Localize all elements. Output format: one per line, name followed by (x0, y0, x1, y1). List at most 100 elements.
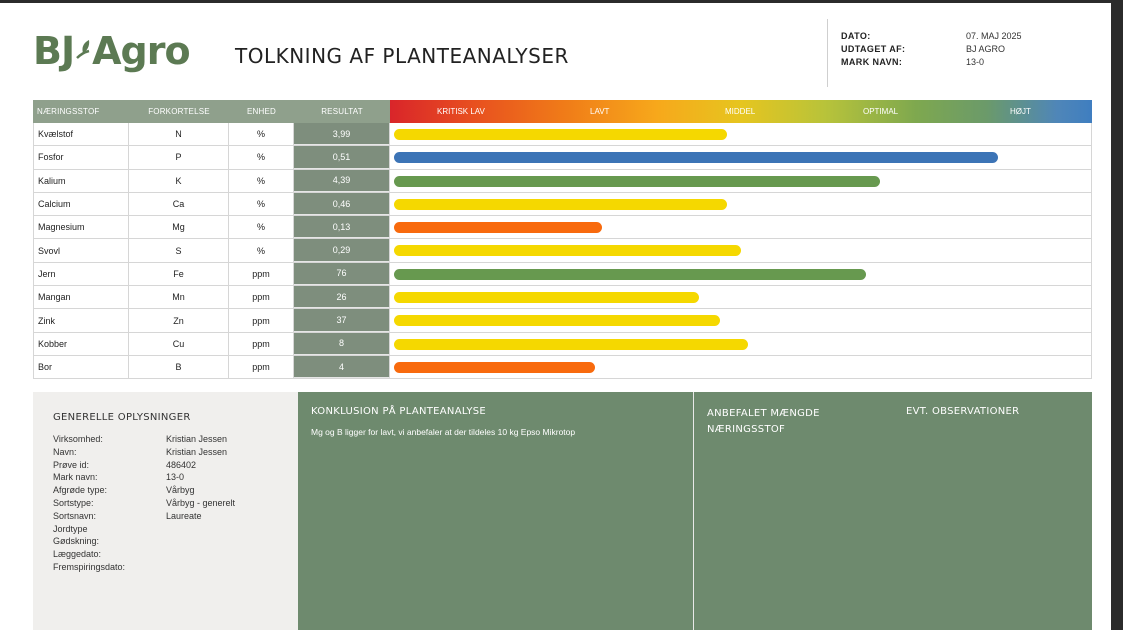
logo-text-agro: Agro (92, 29, 190, 73)
nutrient-name: Fosfor (33, 146, 129, 169)
general-info-label: Gødskning: (53, 536, 100, 547)
nutrient-abbreviation: Zn (129, 309, 229, 332)
nutrient-abbreviation: Mn (129, 286, 229, 309)
general-info-label: Afgrøde type: (53, 485, 108, 496)
level-cell (390, 286, 1092, 309)
level-cell (390, 216, 1092, 239)
table-row: Magnesium Mg% 0,13 (33, 216, 1092, 240)
nutrient-result: 0,13 (294, 216, 390, 239)
nutrient-unit: % (229, 216, 294, 239)
table-row: Mangan Mn ppm 26 (33, 286, 1092, 310)
general-info-label: Sortstype: (53, 497, 94, 508)
table-header: NÆRINGSSTOF FORKORTELSE ENHED RESULTAT K… (33, 100, 1092, 123)
nutrient-unit: ppm (229, 309, 294, 332)
meta-value: BJ AGRO (966, 44, 1006, 54)
level-bar (394, 198, 727, 210)
general-info-value: Laureate (166, 510, 202, 521)
table-body: Kvælstof N% 3,99 Fosfor P% 0,51 Kalium K% 4,39 Ca… (33, 123, 1092, 380)
level-cell (390, 123, 1092, 146)
meta-row: DATO: 07. MAJ 2025 (841, 30, 1022, 43)
level-bar (394, 175, 880, 187)
general-info-fields: Virksomhed: Kristian Jessen Navn: Kristian … (53, 433, 298, 574)
nutrient-abbreviation: Ca (129, 192, 229, 216)
nutrient-abbreviation: P (129, 146, 229, 169)
general-info-label: Fremspiringsdato: (53, 561, 126, 572)
level-bar (394, 292, 699, 304)
nutrient-unit: ppm (229, 332, 294, 355)
recommended-amount-heading: ANBEFALET MÆNGDE NÆRINGSSTOF (707, 408, 820, 435)
nutrient-abbreviation: N (129, 123, 229, 146)
general-info-row: Sortstype: Vårbyg - generelt (53, 497, 298, 510)
nutrient-unit: % (229, 192, 294, 216)
general-info-row: Mark navn: 13-0 (53, 471, 298, 484)
level-bar (394, 338, 748, 350)
general-info-value: 13-0 (166, 472, 185, 483)
level-bar (394, 268, 866, 280)
general-info-row: Læggedato: (53, 548, 298, 561)
nutrient-result: 8 (294, 332, 390, 355)
table-row: Kalium K% 4,39 (33, 169, 1092, 193)
general-info-label: Navn: (53, 446, 77, 457)
nutrient-name: Magnesium (33, 216, 129, 239)
level-cell (390, 239, 1092, 262)
conclusion-panel: KONKLUSION PÅ PLANTEANALYSE Mg og B ligg… (298, 392, 694, 630)
scale-medium: MIDDEL (725, 107, 756, 116)
level-bar (394, 129, 727, 140)
level-cell (390, 262, 1092, 286)
header-nutrient: NÆRINGSSTOF (33, 100, 129, 123)
logo-text-bj: BJ (33, 29, 75, 73)
nutrient-abbreviation: S (129, 239, 229, 262)
table-row: Kobber Cu ppm 8 (33, 332, 1092, 356)
report-meta: DATO: 07. MAJ 2025 UDTAGET AF: BJ AGRO MARK … (841, 30, 1022, 69)
nutrient-name: Kalium (33, 169, 129, 192)
general-info-row: Virksomhed: Kristian Jessen (53, 433, 298, 446)
level-cell (390, 169, 1092, 192)
level-bar (394, 245, 741, 257)
meta-value: 07. MAJ 2025 (966, 31, 1022, 41)
nutrient-result: 26 (294, 286, 390, 309)
general-info-row: Gødskning: (53, 535, 298, 548)
general-info-label: Læggedato: (53, 549, 102, 560)
scale-critical-low: KRITISK LAV (437, 107, 485, 116)
scale-high: HØJT (1010, 107, 1031, 116)
general-info-value: Kristian Jessen (166, 434, 228, 444)
level-cell (390, 192, 1092, 216)
general-info-row: Jordtype (53, 523, 298, 536)
nutrient-abbreviation: Fe (129, 262, 229, 286)
leaf-icon (76, 40, 90, 59)
general-info-value: 486402 (166, 459, 197, 470)
meta-divider (827, 19, 828, 87)
nutrient-abbreviation: B (129, 355, 229, 379)
conclusion-text: Mg og B ligger for lavt, vi anbefaler at… (311, 427, 576, 437)
meta-row: MARK NAVN: 13-0 (841, 56, 1022, 69)
nutrient-name: Jern (33, 262, 129, 286)
nutrient-table: NÆRINGSSTOF FORKORTELSE ENHED RESULTAT K… (33, 100, 1092, 380)
nutrient-unit: % (229, 146, 294, 169)
table-row: Zink Zn ppm 37 (33, 309, 1092, 333)
general-info-row: Sortsnavn: Laureate (53, 510, 298, 523)
nutrient-unit: ppm (229, 286, 294, 309)
nutrient-unit: % (229, 169, 294, 192)
general-info-value: Vårbyg - generelt (166, 497, 236, 508)
table-row: Jern Fe ppm 76 (33, 262, 1092, 287)
header-unit: ENHED (229, 100, 294, 123)
level-bar (394, 152, 998, 164)
table-row: Kvælstof N% 3,99 (33, 123, 1092, 147)
nutrient-unit: ppm (229, 355, 294, 379)
logo: BJ Agro (33, 29, 191, 73)
general-info-row: Afgrøde type: Vårbyg (53, 484, 298, 497)
rating-scale: KRITISK LAV LAVT MIDDEL OPTIMAL HØJT (390, 100, 1092, 123)
info-panels: GENERELLE OPLYSNINGER Virksomhed: Kristia… (33, 392, 1092, 630)
level-bar (394, 361, 595, 373)
general-info-row: Navn: Kristian Jessen (53, 446, 298, 459)
table-row: Fosfor P% 0,51 (33, 146, 1092, 170)
observations-heading: EVT. OBSERVATIONER (906, 406, 1020, 417)
nutrient-name: Mangan (33, 286, 129, 309)
page-title: TOLKNING AF PLANTEANALYSER (235, 44, 569, 68)
level-cell (390, 332, 1092, 355)
conclusion-heading: KONKLUSION PÅ PLANTEANALYSE (311, 406, 487, 417)
nutrient-abbreviation: K (129, 169, 229, 192)
nutrient-name: Kvælstof (33, 123, 129, 146)
general-info-value: Vårbyg (166, 485, 195, 496)
